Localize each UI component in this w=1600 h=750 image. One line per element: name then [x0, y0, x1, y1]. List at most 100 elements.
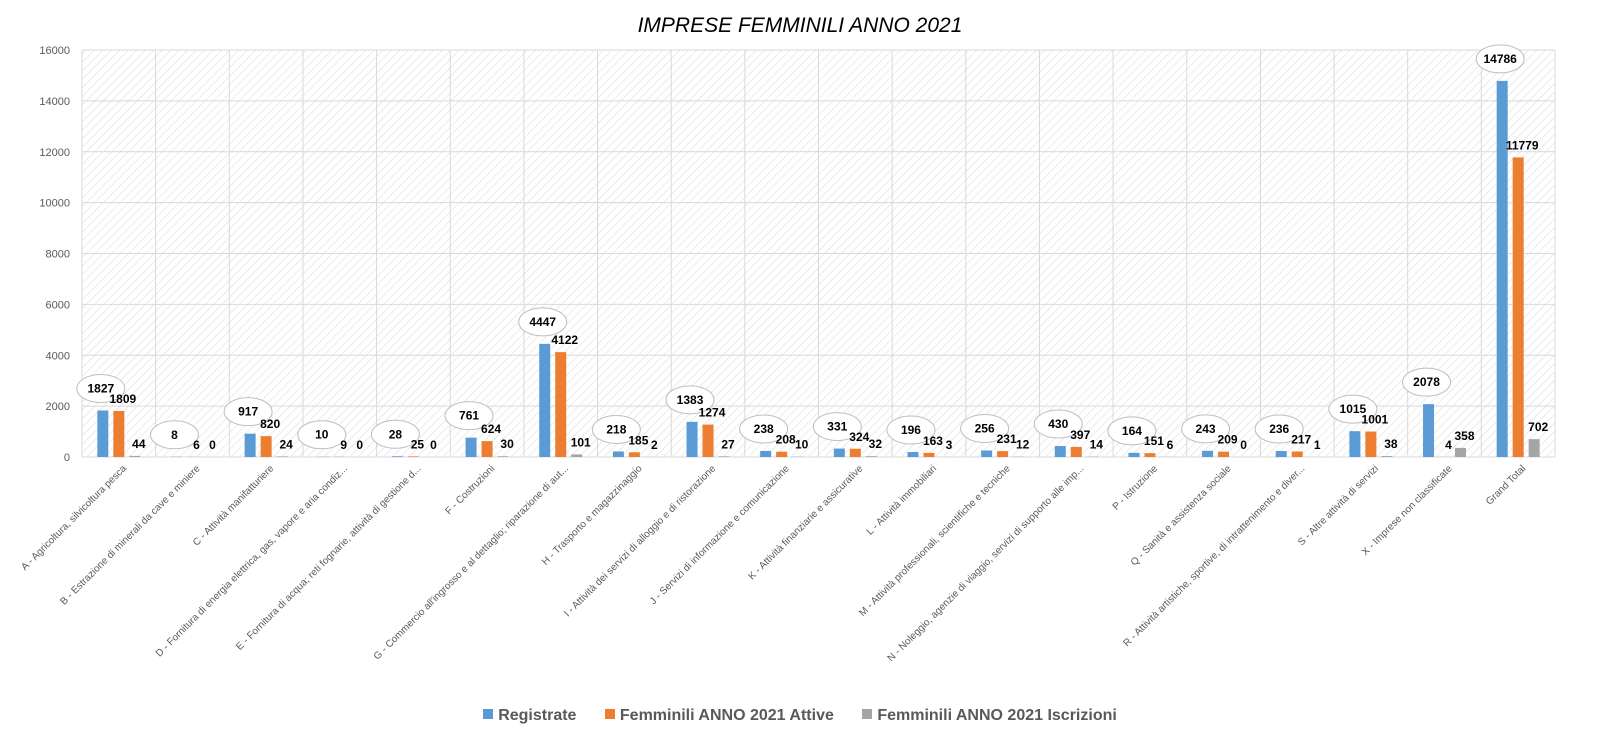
data-label: 24: [279, 437, 293, 451]
legend-swatch-registrate: [483, 709, 494, 719]
data-label: 1274: [699, 406, 726, 420]
data-label: 30: [500, 437, 514, 451]
data-label: 0: [209, 438, 216, 452]
bar-femminili-anno-2021-iscrizioni: [497, 456, 509, 457]
x-tick-label: I - Attività dei servizi di alloggio e d…: [562, 463, 718, 619]
x-tick-label: J - Servizi di informazione e comunicazi…: [648, 463, 792, 607]
data-label: 231: [997, 432, 1017, 446]
x-tick-label: Grand Total: [1484, 463, 1528, 507]
data-label: 1015: [1340, 402, 1367, 416]
x-tick-label: R - Attività artistiche, sportive, di in…: [1122, 463, 1308, 649]
y-tick-label: 14000: [39, 96, 70, 108]
data-label: 1809: [109, 392, 136, 406]
data-label-bubble: [223, 397, 273, 427]
y-tick-label: 0: [64, 452, 70, 464]
data-label: 4447: [529, 315, 556, 329]
legend-swatch-iscrizioni: [862, 709, 873, 719]
data-label: 6: [1167, 438, 1174, 452]
legend-item-registrate: Registrate: [483, 707, 576, 725]
bar-registrate: [391, 456, 403, 457]
bar-femminili-anno-2021-attive: [849, 448, 861, 457]
y-tick-label: 6000: [46, 299, 70, 311]
data-label: 101: [571, 435, 591, 449]
y-tick-label: 12000: [39, 147, 70, 159]
data-label: 32: [869, 437, 883, 451]
bar-registrate: [1496, 80, 1508, 457]
bar-femminili-anno-2021-attive: [481, 441, 493, 457]
data-label: 25: [411, 437, 425, 451]
data-label: 185: [628, 433, 648, 447]
x-tick-label: P - Istruzione: [1111, 463, 1161, 513]
data-label: 10: [315, 428, 329, 442]
data-label: 163: [923, 434, 943, 448]
data-label-bubble: [960, 413, 1010, 443]
data-label-bubble: [1475, 44, 1525, 74]
data-label: 6: [193, 438, 200, 452]
data-label-bubble: [149, 420, 199, 450]
legend-label-registrate: Registrate: [498, 707, 577, 724]
bar-femminili-anno-2021-iscrizioni: [1455, 447, 1467, 457]
bar-femminili-anno-2021-attive: [628, 452, 640, 457]
bar-femminili-anno-2021-iscrizioni: [571, 454, 583, 457]
data-label: 28: [389, 427, 403, 441]
bar-registrate: [981, 450, 993, 457]
data-label: 208: [776, 433, 796, 447]
data-label-bubble: [591, 414, 641, 444]
bar-registrate: [1349, 431, 1361, 457]
bar-registrate: [97, 410, 109, 457]
bar-registrate: [539, 343, 551, 457]
legend-item-iscrizioni: Femminili ANNO 2021 Iscrizioni: [862, 707, 1117, 725]
bar-registrate: [1128, 452, 1140, 457]
data-label-bubble: [518, 307, 568, 337]
chart-title: IMPRESE FEMMINILI ANNO 2021: [637, 14, 963, 37]
data-label: 151: [1144, 434, 1164, 448]
y-tick-label: 2000: [46, 401, 70, 413]
data-label: 0: [430, 438, 437, 452]
data-label: 44: [132, 437, 146, 451]
x-tick-label: C - Attività manifatturiere: [191, 463, 277, 549]
data-label-bubble: [76, 374, 126, 404]
bar-femminili-anno-2021-attive: [997, 451, 1009, 457]
data-label: 238: [754, 422, 774, 436]
bar-femminili-anno-2021-attive: [1144, 453, 1156, 457]
data-label: 209: [1218, 433, 1238, 447]
data-label: 397: [1070, 428, 1090, 442]
data-label: 12: [1016, 438, 1030, 452]
data-label-bubble: [1402, 367, 1452, 397]
data-label: 358: [1455, 429, 1475, 443]
bar-registrate: [907, 452, 919, 457]
data-label: 4: [1445, 438, 1452, 452]
bar-registrate: [1202, 450, 1214, 457]
y-tick-label: 8000: [46, 249, 70, 261]
bar-femminili-anno-2021-iscrizioni: [276, 456, 288, 457]
legend-item-attive: Femminili ANNO 2021 Attive: [604, 707, 834, 725]
bar-femminili-anno-2021-iscrizioni: [129, 455, 141, 457]
y-tick-label: 4000: [46, 350, 70, 362]
data-label-bubble: [370, 419, 420, 449]
data-label: 1: [1314, 438, 1321, 452]
data-label-bubble: [1254, 414, 1304, 444]
data-label: 0: [1240, 438, 1247, 452]
bar-femminili-anno-2021-attive: [260, 436, 272, 457]
data-label: 256: [975, 421, 995, 435]
data-label: 702: [1528, 420, 1548, 434]
bar-femminili-anno-2021-attive: [1291, 451, 1303, 457]
data-label: 10: [795, 438, 809, 452]
bar-femminili-anno-2021-iscrizioni: [718, 456, 730, 457]
bar-femminili-anno-2021-iscrizioni: [1381, 456, 1393, 457]
data-label-bubble: [665, 385, 715, 415]
bar-femminili-anno-2021-attive: [1070, 446, 1082, 457]
x-tick-label: M - Attività professionali, scientifiche…: [857, 463, 1013, 619]
bar-registrate: [686, 421, 698, 457]
data-label-bubble: [1107, 416, 1157, 446]
data-label: 1827: [87, 382, 114, 396]
data-label-bubble: [444, 401, 494, 431]
data-label: 3: [946, 438, 953, 452]
bar-registrate: [1423, 404, 1435, 457]
legend: Registrate Femminili ANNO 2021 Attive Fe…: [0, 707, 1600, 725]
legend-swatch-attive: [604, 709, 615, 719]
bar-femminili-anno-2021-iscrizioni: [865, 456, 877, 457]
x-tick-label: K - Attività finanziarie e assicurative: [746, 463, 865, 582]
